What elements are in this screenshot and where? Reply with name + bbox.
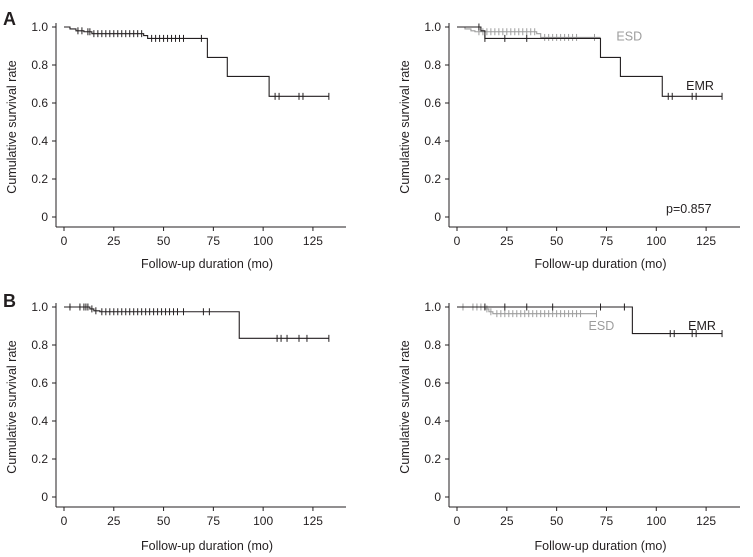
y-axis-label: Cumulative survival rate	[5, 340, 19, 473]
y-tick-label: 0.4	[31, 134, 48, 148]
y-tick-label: 0.2	[31, 452, 48, 466]
x-tick-label: 100	[646, 514, 666, 528]
y-tick-label: 0	[41, 490, 48, 504]
x-tick-label: 25	[107, 514, 121, 528]
x-axis-label: Follow-up duration (mo)	[535, 257, 667, 271]
y-tick-label: 0.2	[424, 452, 441, 466]
series-label-esd: ESD	[616, 30, 642, 44]
x-tick-label: 50	[550, 514, 564, 528]
y-tick-label: 0.6	[424, 376, 441, 390]
x-tick-label: 0	[61, 234, 68, 248]
x-tick-label: 125	[696, 514, 716, 528]
x-tick-label: 25	[500, 514, 514, 528]
x-axis-label: Follow-up duration (mo)	[141, 539, 273, 553]
series-label-emr: EMR	[686, 79, 714, 93]
y-tick-label: 0.6	[31, 376, 48, 390]
x-tick-label: 75	[207, 514, 221, 528]
x-tick-label: 0	[454, 514, 461, 528]
y-tick-label: 0	[434, 490, 441, 504]
km-curve-esd	[457, 26, 601, 38]
x-axis-label: Follow-up duration (mo)	[141, 257, 273, 271]
km-chart-a-overall: 0 0.2 0.4 0.6 0.8 1.0 0 25 50 75 100 125 Follow-up d…	[5, 20, 346, 271]
y-tick-label: 0.8	[424, 338, 441, 352]
x-tick-label: 100	[646, 234, 666, 248]
km-curve-emr	[457, 306, 723, 335]
y-tick-label: 1.0	[31, 20, 48, 34]
x-tick-label: 75	[600, 514, 614, 528]
y-tick-label: 0	[434, 210, 441, 224]
y-axis-label: Cumulative survival rate	[398, 340, 412, 473]
x-tick-label: 125	[303, 234, 323, 248]
y-tick-label: 0.2	[31, 172, 48, 186]
y-tick-label: 0.4	[424, 134, 441, 148]
x-tick-label: 75	[207, 234, 221, 248]
x-tick-label: 50	[550, 234, 564, 248]
x-tick-label: 125	[696, 234, 716, 248]
x-tick-label: 0	[61, 514, 68, 528]
x-tick-label: 75	[600, 234, 614, 248]
km-curve-emr	[457, 26, 723, 97]
x-tick-label: 25	[500, 234, 514, 248]
y-tick-label: 0.6	[31, 96, 48, 110]
x-tick-label: 100	[253, 514, 273, 528]
km-curve-all	[64, 306, 329, 339]
x-axis-label: Follow-up duration (mo)	[535, 539, 667, 553]
y-axis-label: Cumulative survival rate	[5, 60, 19, 193]
km-curve-all	[64, 26, 329, 97]
km-chart-a-by-group: 0 0.2 0.4 0.6 0.8 1.0 0 25 50 75 100 125 Follow-up d…	[398, 20, 740, 271]
y-tick-label: 0.2	[424, 172, 441, 186]
y-tick-label: 0.8	[31, 338, 48, 352]
km-chart-b-by-group: 0 0.2 0.4 0.6 0.8 1.0 0 25 50 75 100 125 Follow-up d…	[398, 300, 740, 553]
panel-label-a: A	[3, 9, 16, 29]
y-tick-label: 0	[41, 210, 48, 224]
panel-label-b: B	[3, 291, 16, 311]
p-value-annotation: p=0.857	[666, 202, 712, 216]
y-tick-label: 1.0	[424, 20, 441, 34]
x-tick-label: 125	[303, 514, 323, 528]
km-chart-b-overall: 0 0.2 0.4 0.6 0.8 1.0 0 25 50 75 100 125 Follow-up d…	[5, 300, 346, 553]
x-tick-label: 50	[157, 234, 171, 248]
y-tick-label: 0.8	[31, 58, 48, 72]
x-tick-label: 0	[454, 234, 461, 248]
y-tick-label: 0.8	[424, 58, 441, 72]
y-axis-label: Cumulative survival rate	[398, 60, 412, 193]
series-label-emr: EMR	[688, 319, 716, 333]
x-tick-label: 100	[253, 234, 273, 248]
series-label-esd: ESD	[589, 319, 615, 333]
y-tick-label: 1.0	[31, 300, 48, 314]
x-tick-label: 50	[157, 514, 171, 528]
y-tick-label: 0.4	[31, 414, 48, 428]
y-tick-label: 0.6	[424, 96, 441, 110]
y-tick-label: 1.0	[424, 300, 441, 314]
x-tick-label: 25	[107, 234, 121, 248]
y-tick-label: 0.4	[424, 414, 441, 428]
